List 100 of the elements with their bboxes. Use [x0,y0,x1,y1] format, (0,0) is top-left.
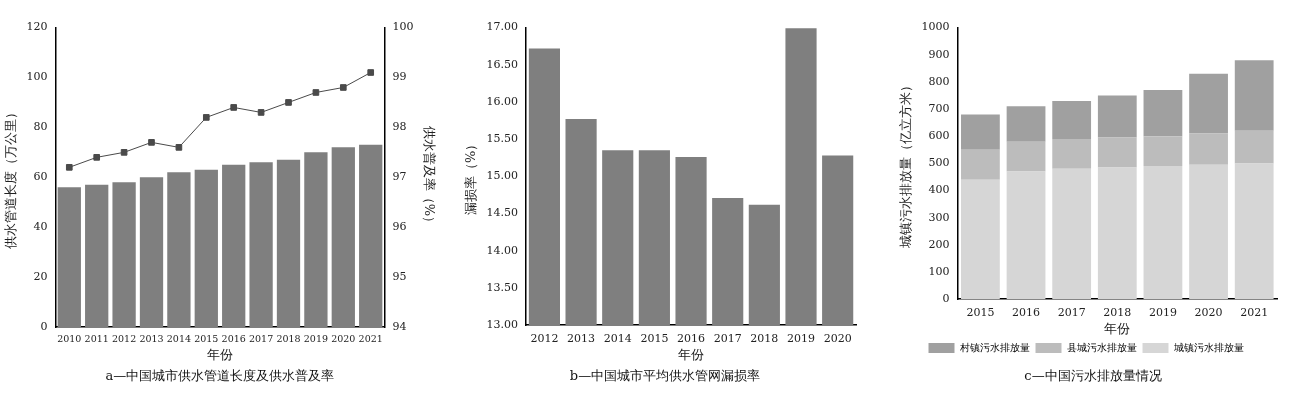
x-tick-label: 2011 [84,333,109,345]
x-tick-label: 2014 [603,331,632,345]
y-tick-label: 13.00 [486,318,519,332]
bar [1097,137,1137,168]
y-tick-label: 14.50 [486,206,519,220]
y2-axis-title: 供水普及率（%） [421,125,437,229]
x-tick-label: 2020 [823,331,852,345]
bar [222,164,246,327]
x-tick-label: 2021 [1240,305,1269,319]
x-tick-label: 2014 [166,333,191,345]
bar [85,184,109,327]
y-tick-label: 20 [33,269,48,283]
x-tick-label: 2013 [139,333,164,345]
text: a—中国城市供水管道长度及供水普及率 [104,367,336,385]
bar [112,182,136,327]
x-tick-label: 2019 [787,331,816,345]
y-tick-label: 800 [928,74,950,88]
x-tick-label: 2017 [1057,305,1086,319]
bar [276,159,301,327]
y-tick-label: 1000 [921,20,950,34]
bar [1189,73,1228,134]
bar [1097,167,1137,300]
point [257,109,265,116]
x-tick-label: 2017 [249,333,274,345]
bar [1234,163,1274,300]
point [93,154,101,161]
y-tick-label: 16.50 [486,57,519,71]
bar [1234,60,1274,131]
y2-tick-label: 98 [392,120,407,134]
x-axis-title: 年份 [207,346,233,362]
point [65,163,73,171]
y-tick-label: 0 [40,319,48,333]
x-tick-label: 2016 [221,333,246,345]
x-tick-label: 2012 [530,331,559,345]
y-tick-label: 120 [26,20,48,34]
y-tick-label: 700 [928,101,950,115]
x-tick-label: 2013 [567,331,596,345]
y2-tick-label: 95 [392,269,407,283]
legend-label: 村镇污水排放量 [958,341,1030,353]
x-tick-label: 2017 [713,331,742,345]
x-tick-label: 2010 [57,333,82,345]
y-tick-label: 0 [942,292,950,306]
point [285,99,292,106]
point [312,89,320,96]
y-tick-label: 900 [928,47,950,61]
y-axis-title: 供水管道长度（万公里） [3,105,19,249]
y-tick-label: 600 [928,129,950,143]
bar [961,149,1000,180]
bar [1143,90,1183,137]
x-tick-label: 2018 [1103,305,1132,319]
bar [57,187,81,327]
y-tick-label: 400 [928,183,950,197]
point [202,114,210,121]
y-tick-label: 17.00 [486,20,519,34]
bar [1006,106,1046,142]
bar [1006,141,1046,172]
y-tick-label: 80 [33,120,48,134]
y-tick-label: 15.00 [486,169,519,183]
bar [167,172,191,327]
y2-tick-label: 96 [392,220,407,234]
y-tick-label: 100 [26,70,48,84]
x-tick-label: 2018 [276,333,301,345]
y2-tick-label: 99 [392,70,407,84]
y-tick-label: 15.50 [486,132,519,146]
x-tick-label: 2016 [1012,305,1041,319]
text: b—中国城市平均供水管网漏损率 [568,367,762,385]
bar [359,144,383,327]
bar [1052,138,1092,169]
bar [1234,130,1274,164]
x-axis-title: 年份 [1104,320,1131,336]
y-tick-label: 300 [928,210,950,224]
x-axis-title: 年份 [678,346,705,362]
y-tick-label: 13.50 [486,280,519,294]
y2-tick-label: 100 [392,20,414,34]
y-tick-label: 40 [33,220,48,234]
bar [1189,164,1228,300]
bar [1052,168,1092,300]
x-tick-label: 2016 [677,331,706,345]
bar [331,147,355,327]
point [339,84,347,91]
bar [1052,100,1092,139]
y-tick-label: 100 [928,264,950,278]
x-tick-label: 2020 [1194,305,1223,319]
point [175,144,183,151]
x-tick-label: 2015 [194,333,219,345]
x-tick-label: 2015 [640,331,669,345]
y2-tick-label: 97 [392,170,407,184]
y-axis-title: 漏损率（%） [463,137,479,216]
x-tick-label: 2019 [303,333,328,345]
bar [249,162,273,327]
text: c—中国污水排放量情况 [1023,367,1163,385]
legend-label: 城镇污水排放量 [1172,341,1244,353]
y-axis-title: 城镇污水排放量（亿立方米） [898,78,914,249]
point [120,149,128,156]
y2-tick-label: 94 [392,319,407,333]
x-tick-label: 2018 [750,331,779,345]
bar [1097,95,1137,138]
bar [194,169,218,327]
y-tick-label: 60 [33,170,48,184]
bar [961,179,1000,300]
